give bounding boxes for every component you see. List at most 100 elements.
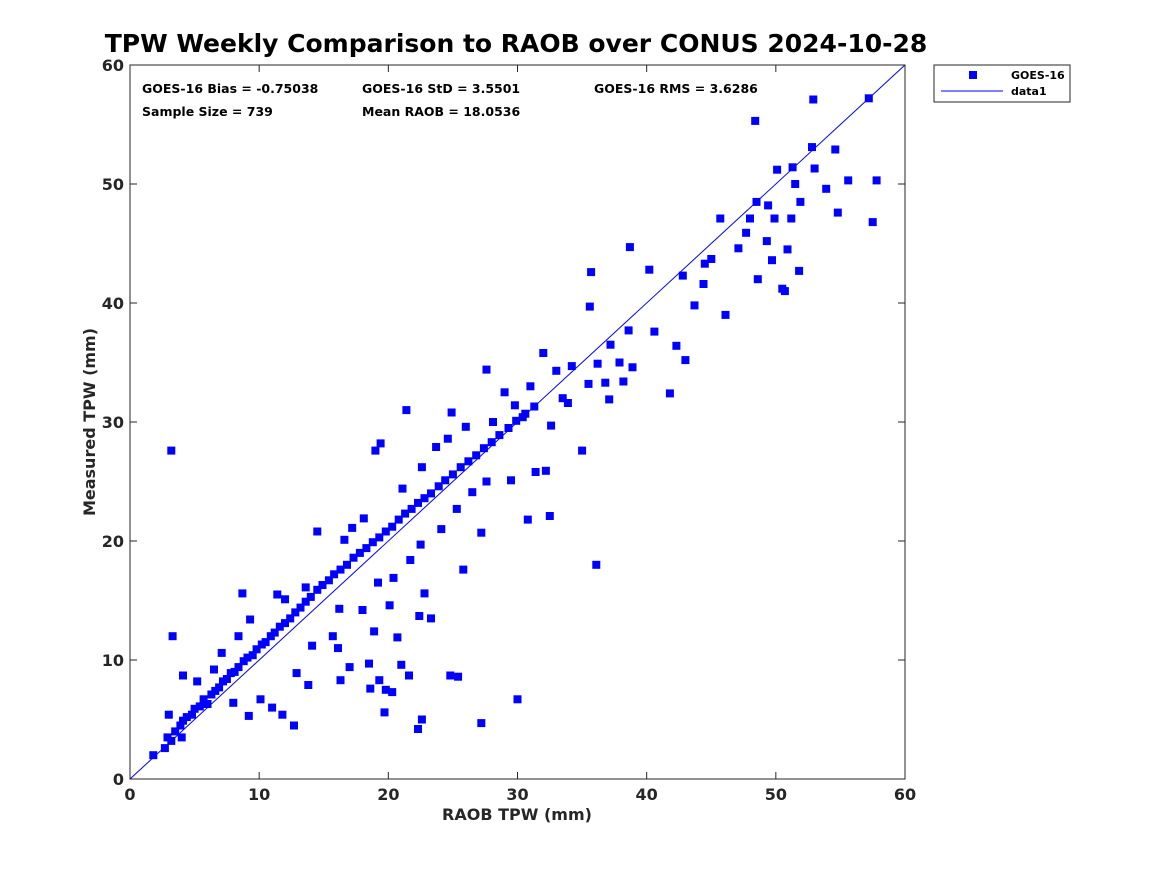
scatter-point (700, 259, 709, 268)
scatter-point (381, 527, 390, 536)
scatter-point (281, 595, 289, 604)
scatter-point (844, 176, 853, 185)
x-tick-label: 30 (506, 785, 528, 804)
scatter-point (365, 659, 373, 668)
scatter-point (393, 633, 402, 642)
scatter-point (420, 589, 429, 598)
scatter-point (645, 265, 654, 274)
x-tick-label: 60 (894, 785, 916, 804)
scatter-point (318, 581, 327, 589)
scatter-point (468, 488, 477, 497)
legend-box (933, 64, 1071, 103)
scatter-point (605, 395, 614, 404)
scatter-point (355, 548, 364, 557)
scatter-point (427, 489, 435, 498)
scatter-point (229, 698, 238, 707)
scatter-point (752, 197, 761, 206)
scatter-point (791, 180, 800, 188)
scatter-point (434, 482, 443, 491)
scatter-point (375, 533, 384, 542)
scatter-point (746, 214, 754, 223)
scatter-point (275, 622, 284, 631)
scatter-point (343, 560, 351, 569)
scatter-point (448, 470, 457, 479)
scatter-point (335, 604, 344, 613)
scatter-point (578, 446, 587, 455)
scatter-point (672, 341, 681, 350)
scatter-point (291, 608, 300, 617)
scatter-point (238, 589, 247, 598)
plot-marks (129, 64, 906, 780)
scatter-point (313, 585, 322, 594)
scatter-point (380, 708, 389, 717)
y-tick-label: 10 (102, 651, 124, 670)
scatter-point (831, 145, 840, 154)
scatter-point (286, 614, 295, 623)
scatter-point (179, 671, 187, 680)
scatter-point (230, 667, 239, 676)
scatter-point (149, 751, 158, 760)
scatter-point (268, 703, 277, 712)
scatter-point (398, 484, 407, 493)
scatter-point (296, 603, 305, 612)
scatter-point (665, 389, 674, 398)
scatter-point (292, 669, 301, 678)
x-tick-label: 20 (377, 785, 399, 804)
scatter-point (513, 695, 522, 704)
sample-size-stat: Sample Size = 739 (142, 104, 273, 119)
scatter-point (868, 218, 877, 227)
scatter-point (177, 733, 186, 742)
scatter-point (432, 443, 441, 451)
scatter-point (464, 457, 473, 466)
scatter-point (394, 515, 403, 524)
scatter-point (530, 402, 539, 411)
scatter-point (330, 570, 339, 579)
scatter-point (762, 237, 771, 246)
scatter-point (308, 641, 317, 650)
scatter-point (628, 363, 637, 372)
scatter-point (176, 721, 185, 730)
scatter-point (547, 421, 556, 430)
scatter-point (780, 287, 789, 296)
scatter-point (313, 527, 322, 536)
scatter-point (615, 358, 624, 367)
scatter-point (585, 302, 594, 311)
scatter-point (374, 578, 382, 587)
x-tick-label: 40 (636, 785, 658, 804)
scatter-point (167, 736, 176, 745)
scatter-point (244, 711, 253, 720)
scatter-point (619, 377, 628, 386)
scatter-point (495, 431, 504, 440)
scatter-point (489, 418, 497, 426)
scatter-point (222, 675, 231, 683)
scatter-point (336, 676, 345, 685)
y-tick-label: 60 (102, 56, 124, 75)
scatter-point (278, 710, 287, 719)
scatter-point (787, 214, 796, 223)
scatter-point (625, 243, 634, 252)
scatter-point (541, 466, 550, 475)
scatter-point (406, 556, 415, 564)
scatter-point (443, 434, 452, 443)
scatter-point (753, 275, 762, 284)
scatter-point (340, 535, 349, 544)
scatter-point (164, 710, 173, 719)
scatter-point (427, 614, 435, 623)
scatter-point (446, 671, 455, 680)
scatter-point (563, 399, 572, 407)
scatter-point (681, 356, 690, 365)
scatter-point (248, 651, 257, 660)
scatter-point (783, 245, 792, 254)
scatter-point (252, 645, 261, 654)
x-tick-label: 50 (765, 785, 787, 804)
scatter-point (699, 280, 708, 288)
scatter-point (558, 394, 567, 403)
scatter-point (482, 365, 491, 374)
scatter-point (459, 565, 468, 574)
scatter-point (371, 446, 380, 455)
scatter-point (358, 606, 367, 614)
scatter-point (454, 672, 463, 681)
scatter-point (531, 468, 540, 476)
scatter-point (592, 560, 601, 569)
